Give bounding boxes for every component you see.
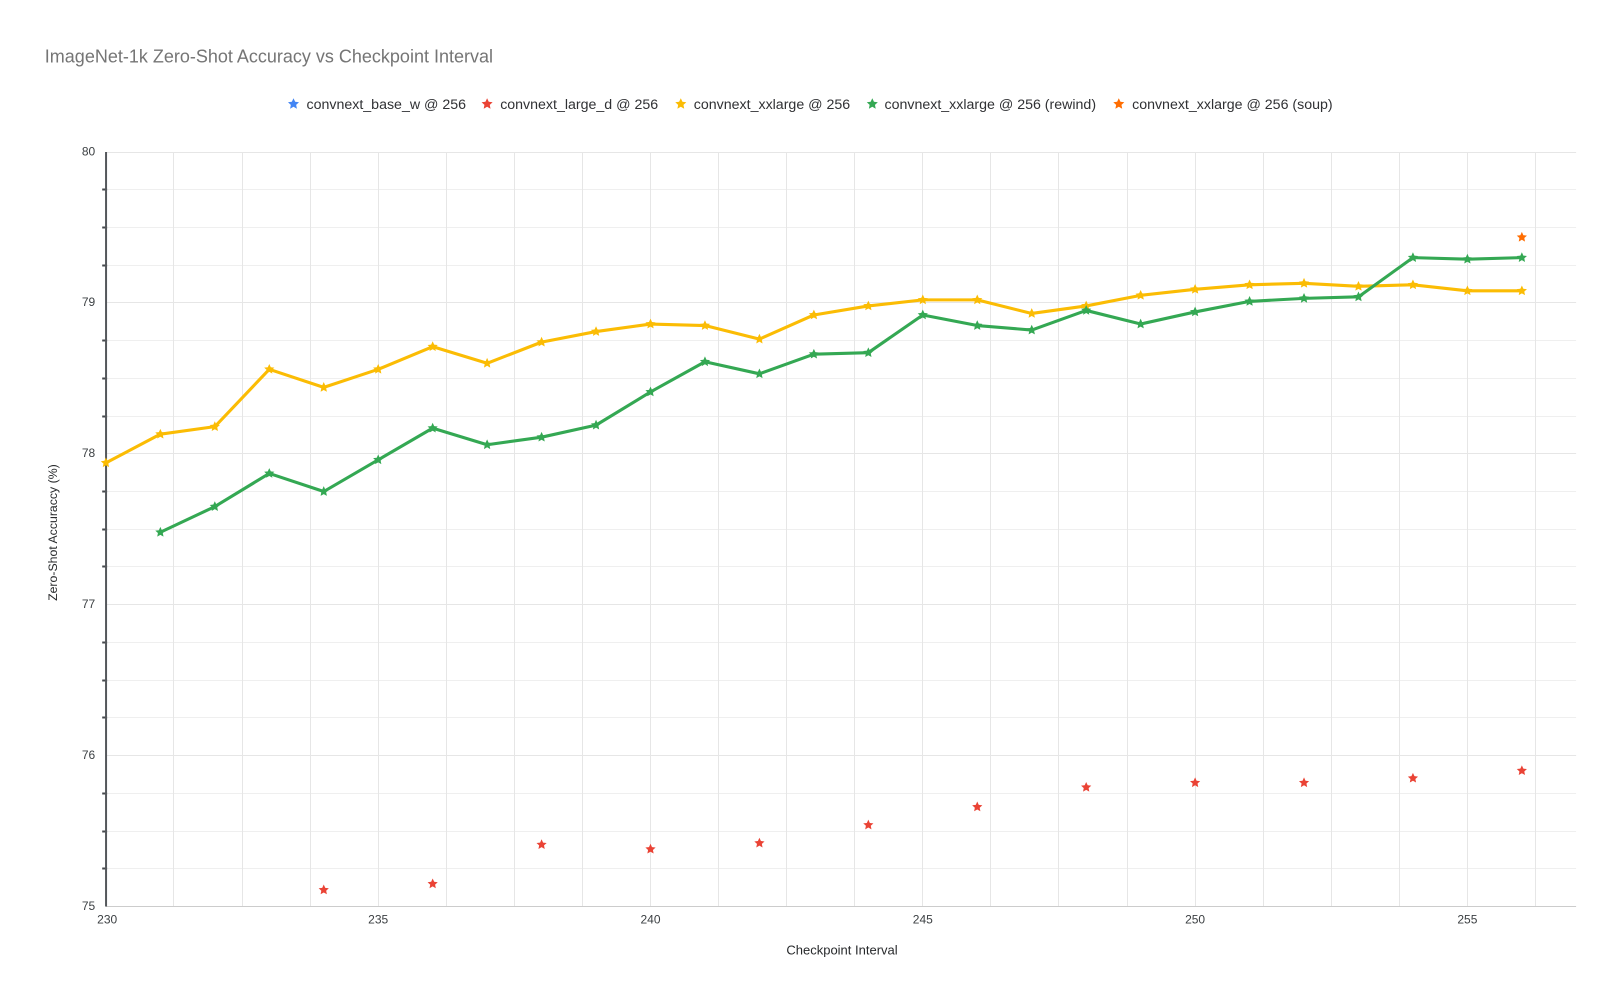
svg-text:250: 250 — [1185, 913, 1205, 927]
svg-text:235: 235 — [368, 913, 388, 927]
svg-text:240: 240 — [640, 913, 660, 927]
svg-text:convnext_xxlarge @ 256: convnext_xxlarge @ 256 — [694, 97, 850, 113]
svg-text:78: 78 — [82, 446, 96, 460]
svg-text:80: 80 — [82, 144, 96, 158]
svg-text:77: 77 — [82, 597, 96, 611]
svg-text:convnext_base_w @ 256: convnext_base_w @ 256 — [307, 97, 467, 113]
svg-text:convnext_large_d @ 256: convnext_large_d @ 256 — [500, 97, 658, 113]
svg-text:convnext_xxlarge @ 256 (rewind: convnext_xxlarge @ 256 (rewind) — [885, 97, 1097, 113]
svg-text:ImageNet-1k Zero-Shot Accuracy: ImageNet-1k Zero-Shot Accuracy vs Checkp… — [45, 46, 493, 66]
svg-text:230: 230 — [97, 913, 117, 927]
svg-text:Zero-Shot Accuraccy (%): Zero-Shot Accuraccy (%) — [46, 464, 60, 601]
svg-text:255: 255 — [1457, 913, 1477, 927]
svg-text:75: 75 — [82, 899, 96, 913]
svg-text:79: 79 — [82, 295, 96, 309]
svg-text:76: 76 — [82, 748, 96, 762]
svg-text:Checkpoint Interval: Checkpoint Interval — [786, 942, 897, 957]
svg-text:245: 245 — [913, 913, 933, 927]
svg-text:convnext_xxlarge @ 256 (soup): convnext_xxlarge @ 256 (soup) — [1132, 97, 1333, 113]
